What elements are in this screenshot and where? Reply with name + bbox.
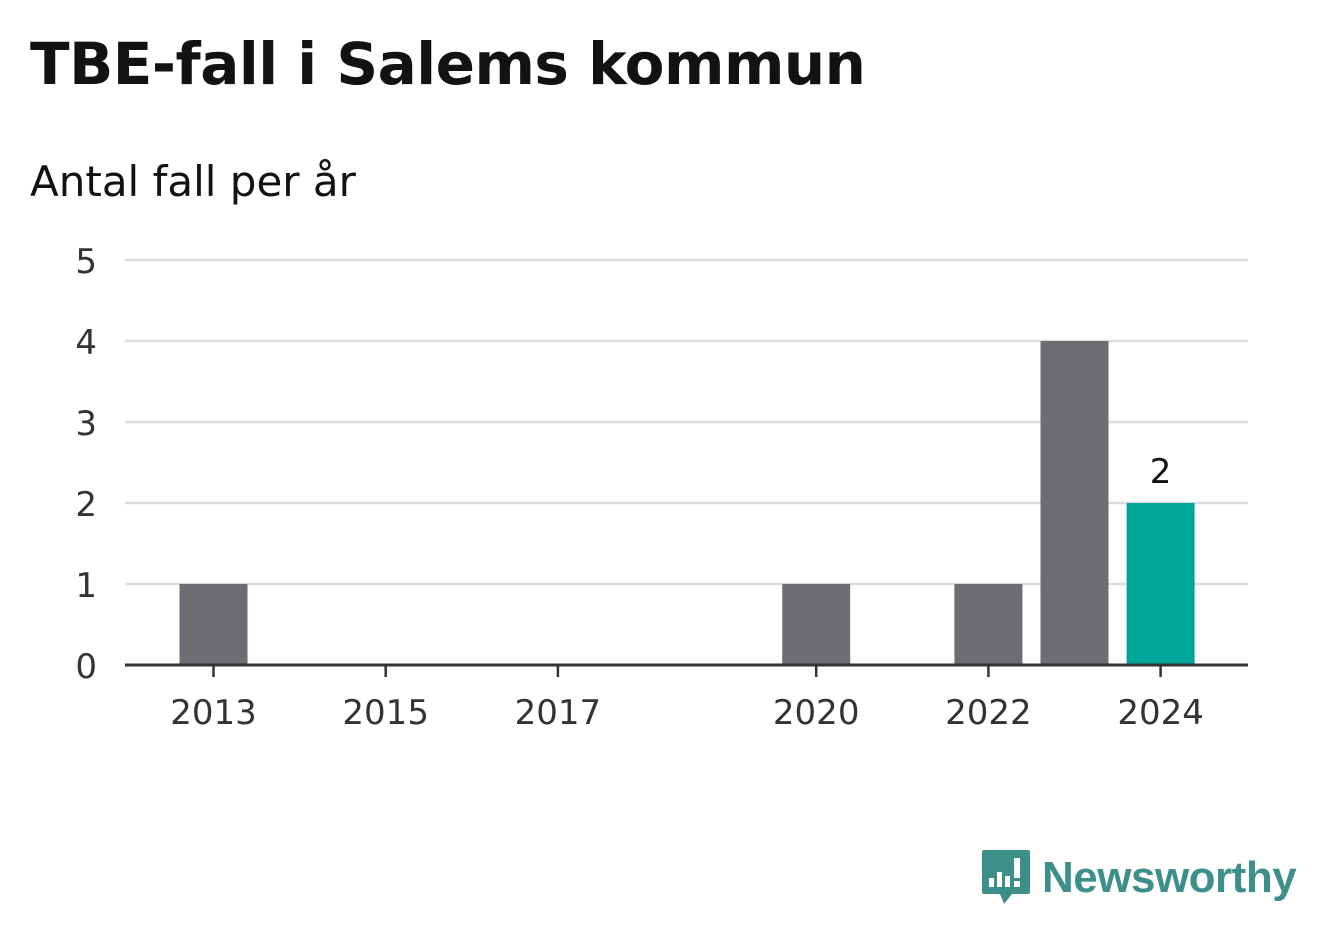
x-tick-label: 2013: [170, 693, 257, 733]
x-tick-label: 2015: [342, 693, 429, 733]
bar-2020: [782, 584, 851, 665]
bar-2013: [179, 584, 248, 665]
bars: [179, 341, 1195, 665]
bar-chart-speech-bubble-icon: [982, 850, 1030, 904]
data-label: 2: [1150, 452, 1172, 492]
x-tick-label: 2024: [1117, 693, 1204, 733]
y-tick-label: 4: [75, 323, 97, 363]
y-tick-label: 3: [75, 404, 97, 444]
chart-title: TBE-fall i Salems kommun: [30, 30, 866, 98]
bar-2023: [1040, 341, 1109, 665]
x-tick-label: 2022: [945, 693, 1032, 733]
logo-text: Newsworthy: [1042, 853, 1297, 902]
bar-2024: [1126, 503, 1195, 665]
x-tick-label: 2020: [773, 693, 860, 733]
axes: [125, 663, 1248, 677]
newsworthy-logo: Newsworthy: [980, 848, 1297, 908]
y-tick-label: 5: [75, 242, 97, 282]
y-tick-label: 2: [75, 485, 97, 525]
y-tick-label: 1: [75, 566, 97, 606]
bar-2022: [954, 584, 1023, 665]
x-tick-label: 2017: [515, 693, 602, 733]
y-tick-label: 0: [75, 647, 97, 687]
chart-subtitle: Antal fall per år: [30, 157, 356, 206]
labels: 0 1 2 3 4 5 2013 2015 2017 2020 2022 2024 2: [75, 242, 1204, 733]
